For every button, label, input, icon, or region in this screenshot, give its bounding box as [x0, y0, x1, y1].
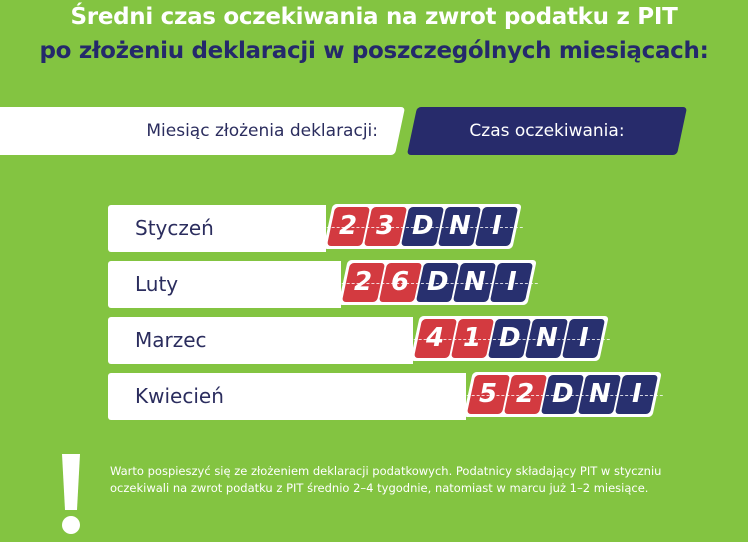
dashed-line — [461, 394, 663, 396]
dashed-line — [336, 282, 538, 284]
category-label: Marzec — [135, 328, 207, 352]
exclamation-icon — [62, 454, 80, 534]
bar-3 — [108, 373, 466, 420]
title-line-2: po złożeniu deklaracji w poszczególnych … — [39, 38, 709, 64]
category-label: Kwiecień — [135, 384, 224, 408]
header-wait-label: Czas oczekiwania: — [469, 121, 625, 141]
dashed-line — [322, 226, 524, 228]
bar-0 — [108, 205, 327, 252]
footnote: Warto pospieszyć się ze złożeniem deklar… — [110, 464, 662, 495]
bar-1 — [108, 261, 341, 308]
category-label: Styczeń — [135, 216, 214, 240]
bar-2 — [108, 317, 413, 364]
dashed-line — [408, 338, 610, 340]
title-line-1: Średni czas oczekiwania na zwrot podatku… — [70, 4, 678, 30]
category-label: Luty — [135, 272, 179, 296]
header-month-label: Miesiąc złożenia deklaracji: — [146, 121, 378, 141]
